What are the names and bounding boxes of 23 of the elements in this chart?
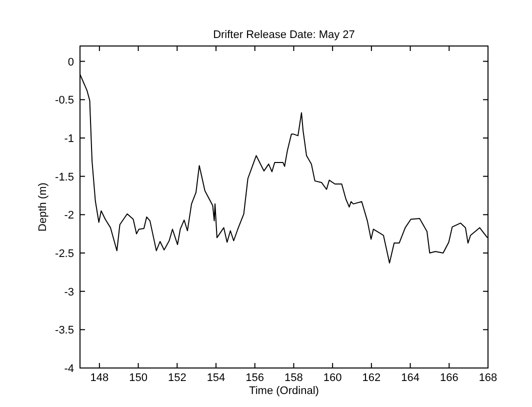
x-tick-label: 168	[478, 372, 498, 384]
x-axis-title: Time (Ordinal)	[249, 385, 319, 397]
x-tick-label: 162	[362, 372, 381, 384]
x-tick-label: 164	[401, 372, 420, 384]
y-tick-label: -4	[64, 363, 74, 375]
x-tick-label: 166	[440, 372, 458, 384]
y-tick-label: -1.5	[55, 171, 74, 184]
x-tick-label: 150	[129, 372, 148, 384]
y-axis-title: Depth (m)	[37, 182, 49, 232]
y-tick-label: -2.5	[55, 248, 74, 260]
x-tick-label: 154	[206, 372, 226, 384]
y-tick-label: -3.5	[55, 324, 74, 337]
y-tick-label: -1	[64, 133, 74, 145]
x-tick-label: 148	[90, 372, 109, 384]
x-tick-label: 160	[323, 372, 342, 384]
chart-title: Drifter Release Date: May 27	[213, 29, 355, 41]
y-tick-label: -3	[64, 286, 74, 298]
x-tick-label: 156	[246, 372, 264, 384]
y-tick-label: -2	[64, 210, 74, 222]
x-tick-label: 158	[284, 372, 303, 384]
y-tick-label: 0	[68, 56, 74, 68]
x-tick-label: 152	[168, 372, 186, 384]
y-tick-label: -0.5	[55, 94, 74, 107]
